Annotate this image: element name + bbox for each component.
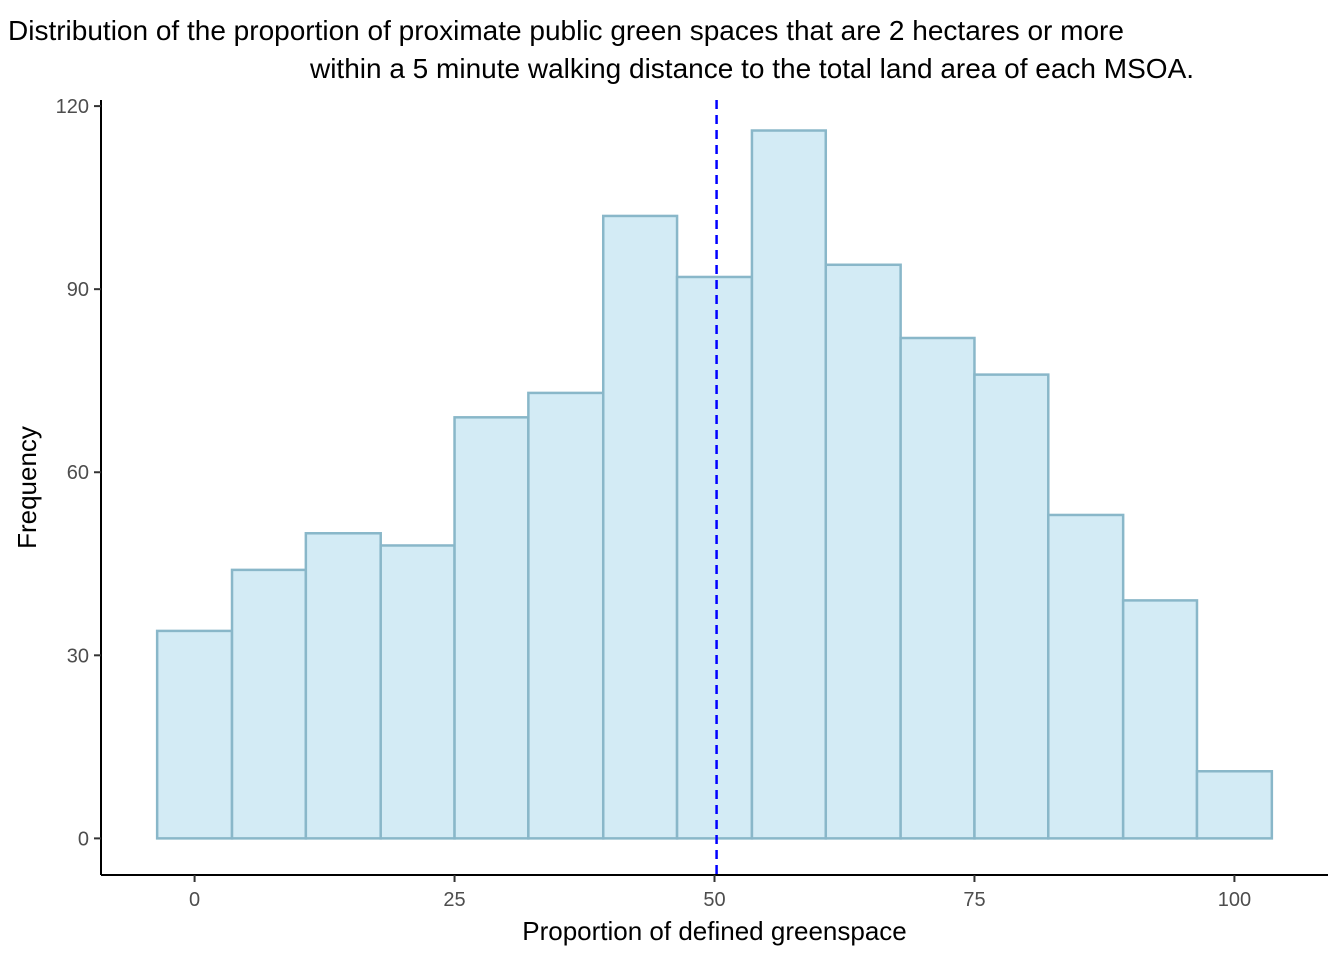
x-tick-label: 0 (189, 889, 200, 911)
histogram-bar-7 (675, 275, 754, 840)
x-axis-title: Proportion of defined greenspace (522, 916, 907, 946)
histogram-bar-3 (379, 544, 456, 840)
chart-title-line-2: within a 5 minute walking distance to th… (309, 53, 1194, 84)
histogram-bar-12 (1047, 513, 1125, 840)
histogram-bar-4 (453, 416, 530, 840)
histogram-bar-14 (1195, 770, 1274, 840)
y-axis-ticks: 0 30 60 90 120 (56, 96, 101, 850)
histogram-bar-0 (155, 629, 234, 840)
histogram-bar-8 (750, 129, 828, 840)
x-tick-label: 25 (443, 889, 465, 911)
x-tick-label: 50 (703, 889, 725, 911)
histogram-bar-9 (824, 263, 902, 840)
histogram-bar-2 (304, 532, 382, 840)
histogram-bars (155, 129, 1274, 840)
y-tick-label: 60 (67, 462, 89, 484)
histogram-bar-6 (601, 214, 679, 840)
x-tick-label: 100 (1218, 889, 1251, 911)
y-tick-label: 30 (67, 645, 89, 667)
chart-title-line-1: Distribution of the proportion of proxim… (8, 15, 1124, 46)
histogram-bar-5 (527, 391, 605, 840)
y-tick-label: 90 (67, 279, 89, 301)
x-axis-ticks: 0 25 50 75 100 (189, 875, 1251, 911)
y-tick-label: 120 (56, 96, 89, 118)
histogram-bar-11 (973, 373, 1050, 840)
y-axis-title: Frequency (12, 426, 42, 549)
chart-title: Distribution of the proportion of proxim… (8, 15, 1194, 84)
y-tick-label: 0 (78, 828, 89, 850)
histogram-bar-13 (1121, 599, 1199, 840)
histogram-bar-1 (230, 568, 308, 840)
x-tick-label: 75 (963, 889, 985, 911)
histogram-bar-10 (899, 336, 976, 840)
